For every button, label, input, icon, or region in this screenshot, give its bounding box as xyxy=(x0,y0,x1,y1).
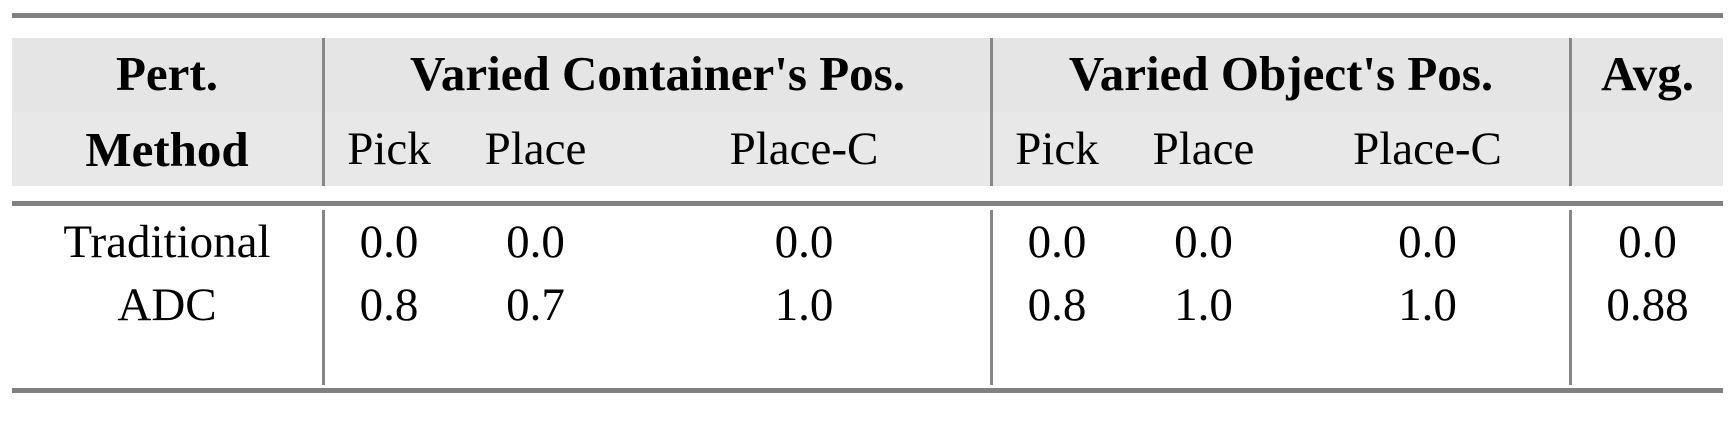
header-pert-method-line1: Pert. xyxy=(116,45,218,101)
table-cell-avg: 0.0 xyxy=(1618,215,1677,268)
table-cell-container-pick: 0.0 xyxy=(359,215,419,268)
column-divider-1-body xyxy=(322,210,325,385)
header-pert-method-line2: Method xyxy=(85,121,249,177)
table-cell-object-pick: 0.0 xyxy=(1027,215,1087,268)
column-divider-2-body xyxy=(990,210,993,385)
header-subrow-shading-band xyxy=(12,112,1723,186)
header-group-varied-containers-pos: Varied Container's Pos. xyxy=(409,45,905,101)
table-cell-object-pick: 0.8 xyxy=(1027,278,1087,331)
table-row-method-label: Traditional xyxy=(63,215,271,268)
header-container-place-c: Place-C xyxy=(729,122,879,175)
table-cell-container-pick: 0.8 xyxy=(359,278,419,331)
table-cell-container-place: 0.7 xyxy=(506,278,565,331)
table-cell-object-place-c: 0.0 xyxy=(1398,215,1457,268)
header-object-place: Place xyxy=(1152,122,1255,175)
table-cell-container-place-c: 0.0 xyxy=(774,215,834,268)
column-divider-2-header xyxy=(990,38,993,186)
header-group-varied-objects-pos: Varied Object's Pos. xyxy=(1068,45,1494,101)
table-cell-object-place-c: 1.0 xyxy=(1398,278,1457,331)
table-row-method-label: ADC xyxy=(117,278,217,331)
header-container-pick: Pick xyxy=(347,122,431,175)
bottom-rule xyxy=(12,388,1723,393)
column-divider-1-header xyxy=(322,38,325,186)
header-object-pick: Pick xyxy=(1015,122,1099,175)
header-object-place-c: Place-C xyxy=(1353,122,1502,175)
table-cell-avg: 0.88 xyxy=(1606,278,1689,331)
column-divider-3-body xyxy=(1569,210,1572,385)
table-cell-object-place: 1.0 xyxy=(1174,278,1233,331)
table-cell-object-place: 0.0 xyxy=(1174,215,1233,268)
column-divider-3-header xyxy=(1569,38,1572,186)
results-table: Pert. Varied Container's Pos. Varied Obj… xyxy=(12,0,1723,430)
header-avg: Avg. xyxy=(1601,45,1694,101)
header-container-place: Place xyxy=(484,122,587,175)
middle-rule xyxy=(12,201,1723,206)
table-cell-container-place-c: 1.0 xyxy=(774,278,834,331)
table-cell-container-place: 0.0 xyxy=(506,215,565,268)
top-rule xyxy=(12,13,1723,18)
